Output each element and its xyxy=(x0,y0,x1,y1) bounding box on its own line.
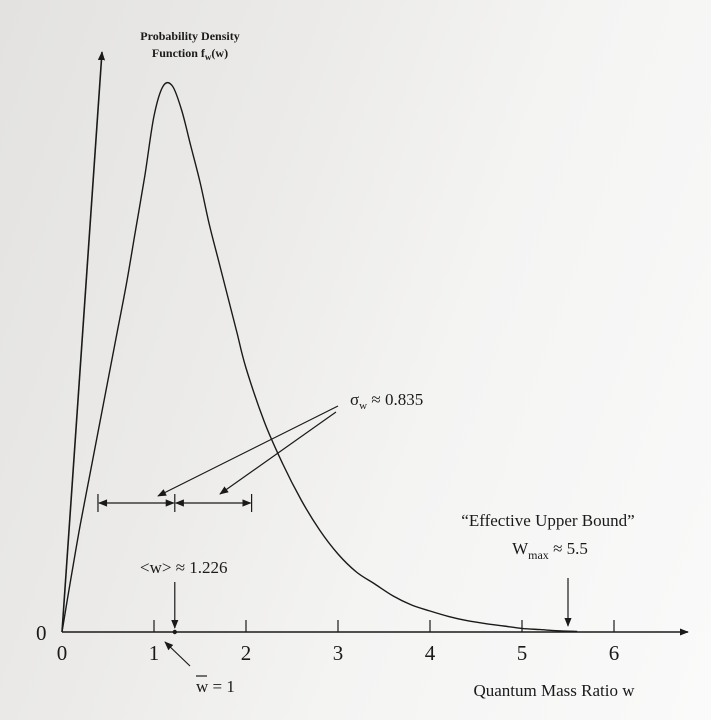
mean-point xyxy=(172,629,177,635)
upper-bound-annotation-line1: “Effective Upper Bound” xyxy=(461,511,634,530)
x-axis-label: Quantum Mass Ratio w xyxy=(473,681,635,700)
origin-y-label: 0 xyxy=(36,621,47,645)
x-ticks: 0 1 2 3 4 5 6 xyxy=(57,620,620,665)
mean-annotation: <w> ≈ 1.226 xyxy=(140,558,228,577)
sigma-bars xyxy=(97,405,339,512)
mode-annotation: w = 1 xyxy=(196,677,235,696)
x-tick-label: 0 xyxy=(57,641,68,665)
mode-arrow xyxy=(164,641,191,667)
y-axis-label-line2: Function fw(w) xyxy=(152,46,228,62)
x-tick-label: 1 xyxy=(149,641,160,665)
x-tick-label: 2 xyxy=(241,641,252,665)
x-tick-label: 4 xyxy=(425,641,436,665)
pdf-curve xyxy=(61,81,578,633)
sigma-pointer-arrow-2 xyxy=(219,411,337,495)
upper-bound-annotation-line2: Wmax ≈ 5.5 xyxy=(512,539,588,562)
x-tick-label: 3 xyxy=(333,641,344,665)
sigma-pointer-arrow-1 xyxy=(157,405,339,497)
x-tick-label: 6 xyxy=(609,641,620,665)
y-axis-label-line1: Probability Density xyxy=(140,29,239,43)
y-axis xyxy=(61,51,106,633)
sigma-annotation: σw ≈ 0.835 xyxy=(350,390,423,412)
x-tick-label: 5 xyxy=(517,641,528,665)
